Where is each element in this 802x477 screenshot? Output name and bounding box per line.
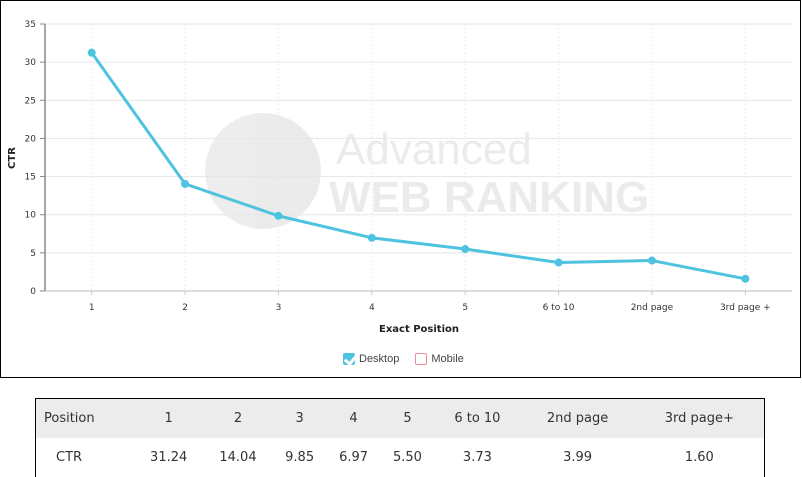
table-cell: 3.73	[462, 450, 492, 465]
table-cell: 5	[380, 398, 435, 438]
data-point[interactable]	[461, 245, 470, 254]
svg-text:Advanced: Advanced	[336, 125, 532, 174]
data-point[interactable]	[367, 233, 376, 242]
data-point[interactable]	[274, 211, 283, 220]
y-axis-title: CTR	[7, 147, 18, 169]
grid-lines	[45, 23, 792, 291]
table-row: CTR 31.24 14.04 9.85 6.97 5.50 3.73 3.99…	[36, 438, 765, 477]
table-cell: 3.99	[563, 450, 593, 465]
y-tick-label: 30	[25, 58, 37, 68]
table-cell: 2nd page	[520, 398, 635, 438]
y-tick-label: 5	[30, 249, 36, 259]
data-point[interactable]	[87, 48, 96, 57]
axes: 0 5 10 15 20 25 30 35 1 2 3 4 5 6 to 10 2nd page 3rd pa…	[25, 20, 792, 313]
x-tick-label: 3	[276, 303, 282, 313]
series-desktop	[87, 48, 750, 283]
line-chart-plot: Advanced WEB RANKING 0 5 10 15 20 25 30 35 1 2 3 4 5…	[7, 20, 792, 335]
checkbox-checked-icon[interactable]	[343, 353, 355, 365]
table-cell: 3	[272, 398, 327, 438]
ctr-table: Position 1 2 3 4 5 6 to 10 2nd page 3rd …	[35, 398, 765, 477]
y-tick-label: 25	[25, 96, 36, 106]
table-cell: 5.50	[392, 450, 422, 465]
data-point[interactable]	[741, 274, 750, 283]
table-cell: Position	[35, 398, 134, 438]
ctr-chart: Advanced WEB RANKING 0 5 10 15 20 25 30 35 1 2 3 4 5…	[0, 0, 801, 378]
x-tick-label: 3rd page +	[720, 303, 771, 313]
watermark-logo: Advanced WEB RANKING	[205, 113, 649, 229]
x-tick-label: 2nd page	[631, 303, 674, 313]
legend-label-desktop: Desktop	[359, 353, 400, 365]
table-cell: 1.60	[684, 450, 714, 465]
table-cell: 31.24	[150, 450, 188, 465]
table-cell: 2	[203, 398, 273, 438]
table-cell: 14.04	[219, 450, 257, 465]
table-header-row: Position 1 2 3 4 5 6 to 10 2nd page 3rd …	[35, 398, 765, 438]
y-tick-label: 35	[25, 20, 36, 30]
data-point[interactable]	[554, 258, 563, 267]
table-cell: CTR	[56, 450, 83, 465]
data-point[interactable]	[647, 256, 656, 265]
legend-label-mobile: Mobile	[431, 353, 464, 365]
y-tick-label: 10	[25, 211, 37, 221]
checkbox-unchecked-icon[interactable]	[415, 353, 428, 365]
x-tick-label: 1	[89, 303, 95, 313]
x-tick-label: 4	[369, 303, 375, 313]
data-point[interactable]	[181, 179, 190, 188]
x-tick-label: 5	[462, 303, 468, 313]
y-tick-label: 20	[25, 134, 37, 144]
legend-item-mobile[interactable]: Mobile	[415, 353, 464, 365]
y-tick-label: 0	[30, 287, 36, 297]
table-cell: 1	[134, 398, 204, 438]
legend-item-desktop[interactable]: Desktop	[343, 353, 399, 365]
table-cell: 4	[326, 398, 381, 438]
legend: Desktop Mobile	[343, 353, 464, 365]
x-tick-label: 6 to 10	[543, 303, 575, 313]
table-cell: 6.97	[339, 450, 369, 465]
y-tick-label: 15	[25, 173, 36, 183]
table-cell: 3rd page+	[634, 398, 765, 438]
svg-text:WEB RANKING: WEB RANKING	[329, 173, 649, 222]
table-cell: 9.85	[285, 450, 315, 465]
x-tick-label: 2	[182, 303, 188, 313]
x-axis-title: Exact Position	[379, 324, 459, 335]
table-cell: 6 to 10	[434, 398, 521, 438]
